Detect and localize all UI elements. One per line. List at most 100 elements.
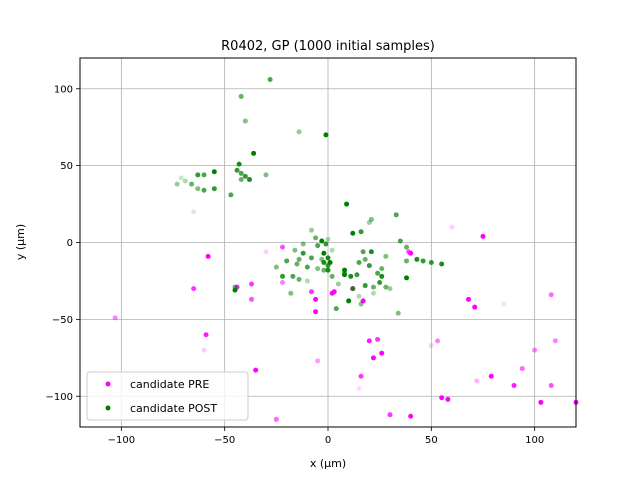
pre-point [308,289,314,295]
pre-point [408,250,414,256]
post-point [325,236,331,242]
pre-point [249,296,255,302]
post-point [201,172,207,178]
post-point [346,298,352,304]
post-point [182,178,188,184]
post-point [242,173,248,179]
post-point [189,181,195,187]
post-point [360,249,366,255]
pre-point [480,233,486,239]
post-point [234,167,240,173]
post-point [174,181,180,187]
post-point [304,278,310,284]
pre-point [445,396,451,402]
post-point [368,216,374,222]
post-point [178,175,184,181]
pre-point [474,378,480,384]
post-point [315,266,321,272]
post-point [191,209,197,215]
pre-point [249,281,255,287]
post-point [321,267,327,273]
pre-point [428,343,434,349]
pre-point [315,358,321,364]
y-tick-label: 0 [67,238,73,249]
post-point [428,259,434,265]
post-point [290,273,296,279]
pre-point [472,304,478,310]
post-point [342,270,348,276]
post-point [329,247,335,253]
pre-point [552,338,558,344]
legend-marker-post [105,405,111,411]
post-point [375,270,381,276]
pre-point [387,412,393,418]
legend-label-post: candidate POST [130,402,217,415]
pre-point [313,309,319,315]
post-point [308,255,314,261]
post-point [395,310,401,316]
post-point [370,284,376,290]
post-point [292,247,298,253]
post-point [354,272,360,278]
post-point [246,176,252,182]
pre-point [280,279,286,285]
post-point [404,244,410,250]
pre-point [331,289,337,295]
pre-point [280,244,286,250]
x-axis-label: x (µm) [310,457,346,470]
pre-point [191,286,197,292]
post-point [383,253,389,259]
pre-point [439,395,445,401]
post-point [397,238,403,244]
post-point [323,241,329,247]
post-point [350,286,356,292]
pre-point [273,416,279,422]
legend-marker-pre [105,381,111,387]
pre-point [538,399,544,405]
post-point [267,77,273,83]
legend-box [86,371,249,421]
post-point [280,273,286,279]
post-point [327,259,333,265]
post-point [350,230,356,236]
x-axis-ticks: −100 −50 0 50 100 [108,427,544,446]
y-tick-label: −50 [52,315,73,326]
pre-point [375,336,381,342]
legend-label-pre: candidate PRE [130,378,209,391]
post-point [315,243,321,249]
legend: candidate PRE candidate POST [86,371,249,421]
post-point [379,266,385,272]
post-point [288,290,294,296]
pre-point [379,350,385,356]
post-point [323,132,329,138]
series-pre [112,224,579,422]
post-point [420,258,426,264]
post-point [300,241,306,247]
post-point [356,293,362,299]
pre-point [488,373,494,379]
post-point [201,187,207,193]
post-point [366,263,372,269]
post-point [404,258,410,264]
y-axis-label: y (µm) [14,224,27,260]
pre-point [366,338,372,344]
series-post [174,77,445,316]
pre-point [263,249,269,255]
x-tick-label: 50 [425,435,438,446]
post-point [308,227,314,233]
post-point [319,238,325,244]
post-point [300,250,306,256]
post-point [333,306,339,312]
post-point [325,255,331,261]
pre-point [511,382,517,388]
post-point [370,290,376,296]
post-point [329,273,335,279]
pre-point [449,224,455,230]
post-point [238,176,244,182]
post-point [273,264,279,270]
post-point [296,276,302,282]
post-point [368,249,374,255]
post-point [284,258,290,264]
post-point [238,93,244,99]
